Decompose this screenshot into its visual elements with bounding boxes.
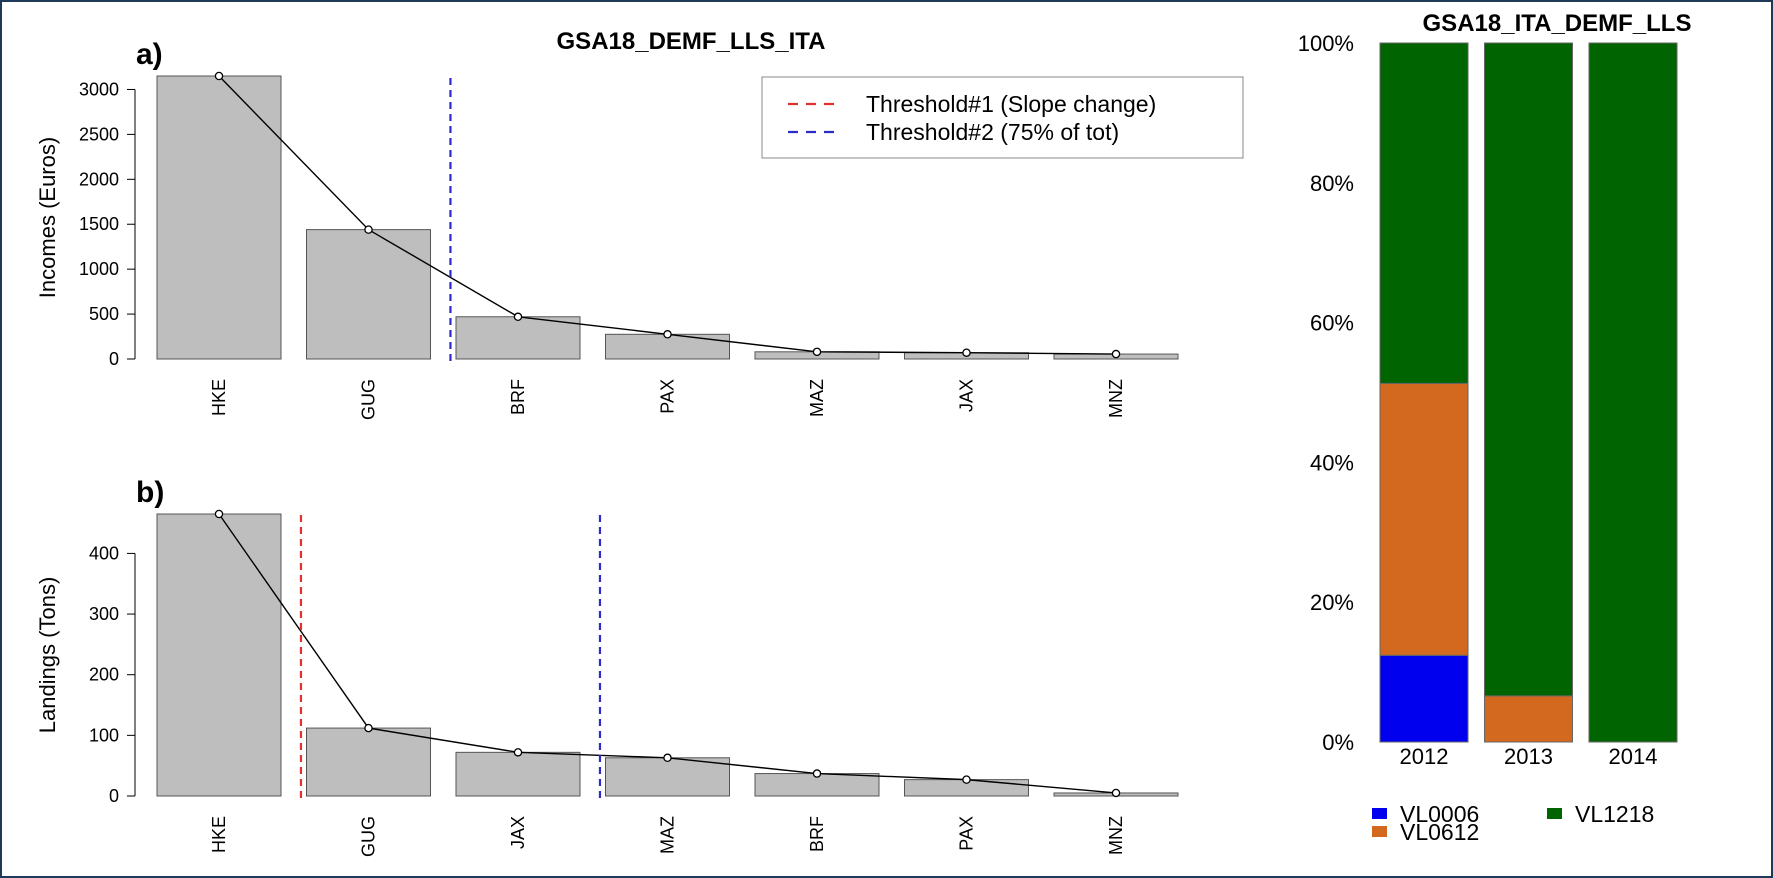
chart-title: GSA18_ITA_DEMF_LLS	[1423, 10, 1692, 37]
y-tick-label: 200	[89, 665, 119, 685]
segment-VL0612-2012	[1379, 382, 1469, 656]
x-tick-label: JAX	[957, 379, 977, 412]
y-tick-label: 300	[89, 604, 119, 624]
trend-point	[962, 348, 971, 357]
x-tick-label: 2014	[1609, 744, 1658, 769]
legend-label: Threshold#1 (Slope change)	[866, 91, 1156, 117]
y-tick-label: 1500	[79, 214, 119, 234]
y-tick-label: 3000	[79, 79, 119, 99]
bar-BRF	[455, 316, 581, 360]
x-tick-label: PAX	[658, 379, 678, 414]
legend-swatch	[1372, 808, 1387, 819]
y-tick-label: 60%	[1310, 311, 1354, 336]
y-tick-label: 0	[109, 349, 119, 369]
trend-point	[513, 312, 523, 322]
y-tick-label: 2000	[79, 169, 119, 189]
panel-label: a)	[136, 38, 163, 71]
x-tick-label: MAZ	[658, 816, 678, 854]
segment-VL1218-2014	[1588, 42, 1678, 743]
x-tick-label: 2012	[1400, 744, 1449, 769]
bar-HKE	[156, 75, 282, 360]
legend-box	[761, 76, 1244, 159]
trend-point	[214, 71, 224, 81]
x-tick-label: HKE	[209, 379, 229, 416]
x-tick-label: GUG	[359, 379, 379, 420]
x-tick-label: 2013	[1504, 744, 1553, 769]
y-tick-label: 1000	[79, 259, 119, 279]
bar-GUG	[306, 229, 431, 360]
trend-point	[364, 225, 373, 234]
trend-point	[364, 723, 373, 733]
legend-label: VL0006	[1400, 801, 1479, 827]
segment-VL0006-2012	[1379, 654, 1469, 743]
trend-point	[812, 347, 822, 357]
bar-MAZ	[605, 757, 730, 797]
trend-point	[1111, 788, 1121, 798]
panel-label: b)	[136, 476, 164, 509]
trend-point	[663, 753, 672, 763]
x-tick-label: JAX	[508, 816, 528, 849]
x-tick-label: GUG	[359, 816, 379, 857]
bar-HKE	[156, 513, 282, 797]
segment-VL0612-2013	[1484, 695, 1573, 743]
trend-point	[1111, 349, 1121, 359]
x-tick-label: BRF	[807, 816, 827, 852]
legend-swatch	[1547, 808, 1562, 819]
x-tick-label: MNZ	[1106, 816, 1126, 855]
legend-label: VL1218	[1575, 801, 1654, 827]
segment-VL1218-2013	[1484, 42, 1573, 697]
y-tick-label: 100%	[1298, 31, 1354, 56]
trend-point	[962, 775, 971, 784]
y-axis-title: Landings (Tons)	[35, 577, 60, 734]
trend-point	[513, 748, 523, 757]
chart-title: GSA18_DEMF_LLS_ITA	[557, 28, 826, 55]
trend-point	[812, 769, 822, 778]
y-axis-title: Incomes (Euros)	[35, 137, 60, 298]
y-tick-label: 400	[89, 543, 119, 563]
bar-GUG	[306, 727, 431, 797]
x-tick-label: BRF	[508, 379, 528, 415]
legend-label: VL0612	[1400, 819, 1479, 845]
x-tick-label: PAX	[957, 816, 977, 851]
y-tick-label: 80%	[1310, 171, 1354, 196]
x-tick-label: HKE	[209, 816, 229, 853]
segment-VL1218-2012	[1379, 42, 1469, 384]
legend-swatch	[1372, 826, 1387, 837]
y-tick-label: 100	[89, 725, 119, 745]
bar-JAX	[455, 751, 581, 797]
x-tick-label: MAZ	[807, 379, 827, 417]
x-tick-label: MNZ	[1106, 379, 1126, 418]
y-tick-label: 40%	[1310, 450, 1354, 475]
y-tick-label: 2500	[79, 124, 119, 144]
legend-label: Threshold#2 (75% of tot)	[866, 119, 1119, 145]
trend-point	[214, 509, 224, 519]
y-tick-label: 20%	[1310, 590, 1354, 615]
y-tick-label: 0%	[1322, 730, 1354, 755]
y-tick-label: 500	[89, 304, 119, 324]
y-tick-label: 0	[109, 786, 119, 806]
trend-point	[663, 330, 672, 339]
